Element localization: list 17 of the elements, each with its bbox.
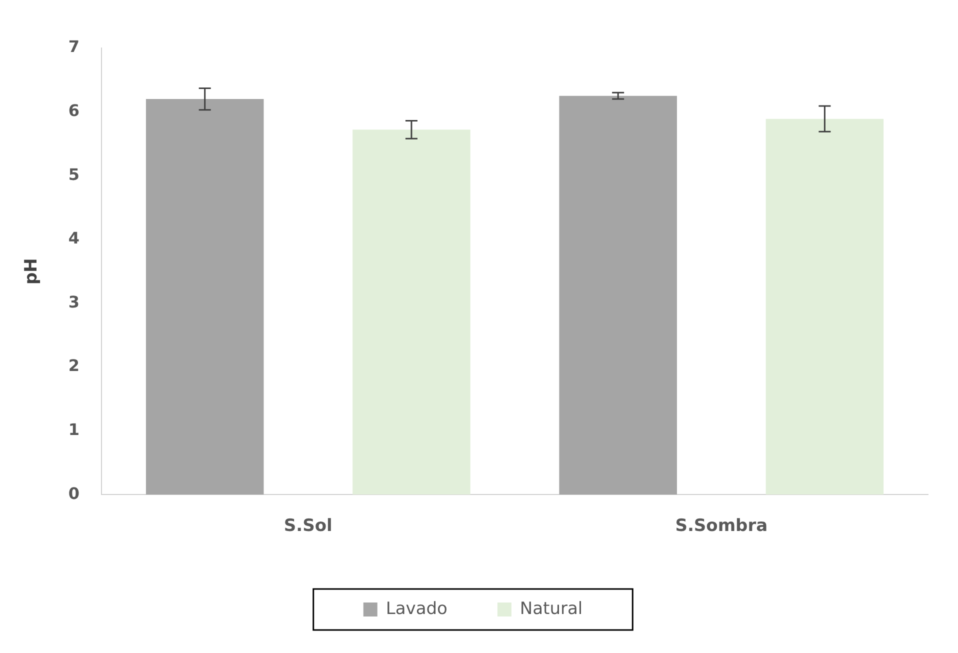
bar [352, 130, 470, 495]
y-tick-label: 1 [68, 420, 80, 439]
y-axis-title: pH [22, 258, 42, 285]
x-tick-label: S.Sol [284, 516, 332, 536]
bar [559, 96, 677, 495]
y-tick-label: 3 [68, 292, 80, 312]
legend-label: Lavado [386, 598, 448, 619]
y-tick-label: 2 [68, 356, 80, 376]
x-tick-label: S.Sombra [675, 516, 768, 536]
y-tick-label: 4 [68, 228, 80, 248]
bar [766, 118, 884, 495]
bar [146, 99, 264, 495]
legend-label: Natural [520, 598, 583, 619]
y-tick-label: 0 [68, 484, 80, 503]
y-tick-label: 7 [68, 37, 80, 56]
y-tick-label: 5 [68, 164, 80, 184]
y-tick-label: 6 [68, 100, 80, 120]
